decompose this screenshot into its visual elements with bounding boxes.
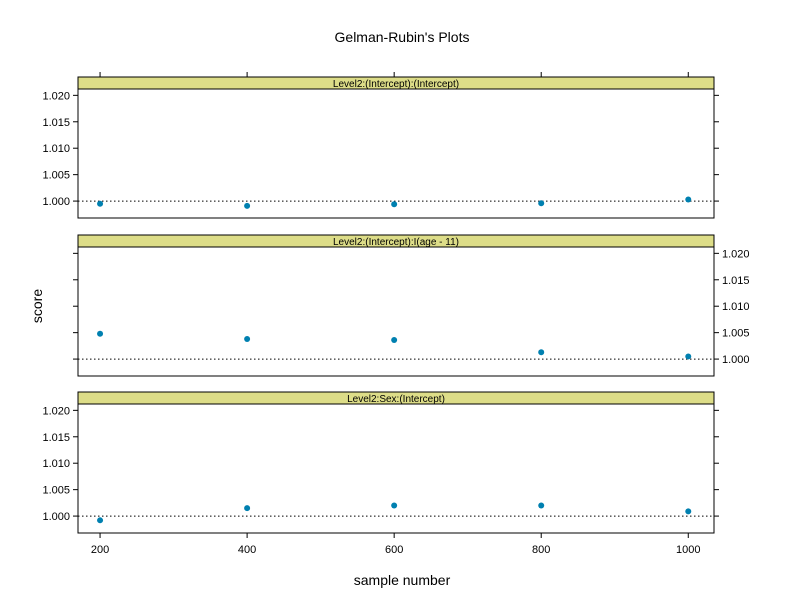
y-tick-label: 1.000: [42, 196, 70, 208]
y-tick-label: 1.020: [42, 90, 70, 102]
panel-frame: [77, 88, 715, 219]
data-point: [685, 353, 692, 360]
y-tick-label: 1.005: [42, 485, 70, 497]
y-tick-label: 1.020: [42, 405, 70, 417]
y-tick-label: 1.005: [42, 170, 70, 182]
y-tick-label: 1.015: [722, 275, 750, 287]
panels-group: Level2:(Intercept):(Intercept) 1.000 1.005…: [42, 72, 750, 556]
panel-frame: [77, 246, 715, 377]
x-tick-label: 800: [532, 544, 550, 556]
x-axis-label: sample number: [354, 572, 451, 588]
panel-frame: [77, 403, 715, 534]
y-tick-label: 1.000: [42, 511, 70, 523]
data-point: [538, 349, 545, 356]
y-tick-label: 1.015: [42, 117, 70, 129]
y-tick-label: 1.010: [722, 301, 750, 313]
data-point: [244, 202, 251, 209]
x-tick-label: 1000: [676, 544, 700, 556]
panel-1: Level2:(Intercept):(Intercept) 1.000 1.005…: [42, 72, 719, 219]
y-tick-label: 1.005: [722, 328, 750, 340]
data-point: [97, 200, 104, 207]
chart-title: Gelman-Rubin's Plots: [335, 29, 470, 45]
panel-strip-label: Level2:Sex:(Intercept): [347, 394, 445, 405]
data-point: [391, 502, 398, 509]
y-tick-label: 1.020: [722, 248, 750, 260]
panel-2: Level2:(Intercept):I(age - 11) 1.000 1.005…: [73, 234, 750, 377]
panel-3: Level2:Sex:(Intercept) 1.000 1.005 1.010 1.0…: [42, 391, 719, 556]
data-point: [538, 502, 545, 509]
data-point: [97, 517, 104, 524]
y-axis-label: score: [29, 289, 45, 323]
data-point: [685, 196, 692, 203]
data-point: [244, 335, 251, 342]
x-tick-label: 200: [91, 544, 109, 556]
y-tick-label: 1.010: [42, 458, 70, 470]
panel-strip-label: Level2:(Intercept):I(age - 11): [333, 237, 459, 248]
data-point: [391, 201, 398, 208]
data-point: [97, 330, 104, 337]
panel-strip-label: Level2:(Intercept):(Intercept): [333, 79, 459, 90]
data-point: [244, 505, 251, 512]
y-tick-label: 1.010: [42, 143, 70, 155]
data-point: [685, 508, 692, 515]
y-tick-label: 1.000: [722, 354, 750, 366]
data-point: [538, 200, 545, 207]
x-tick-label: 600: [385, 544, 403, 556]
x-tick-label: 400: [238, 544, 256, 556]
data-point: [391, 337, 398, 344]
y-tick-label: 1.015: [42, 432, 70, 444]
